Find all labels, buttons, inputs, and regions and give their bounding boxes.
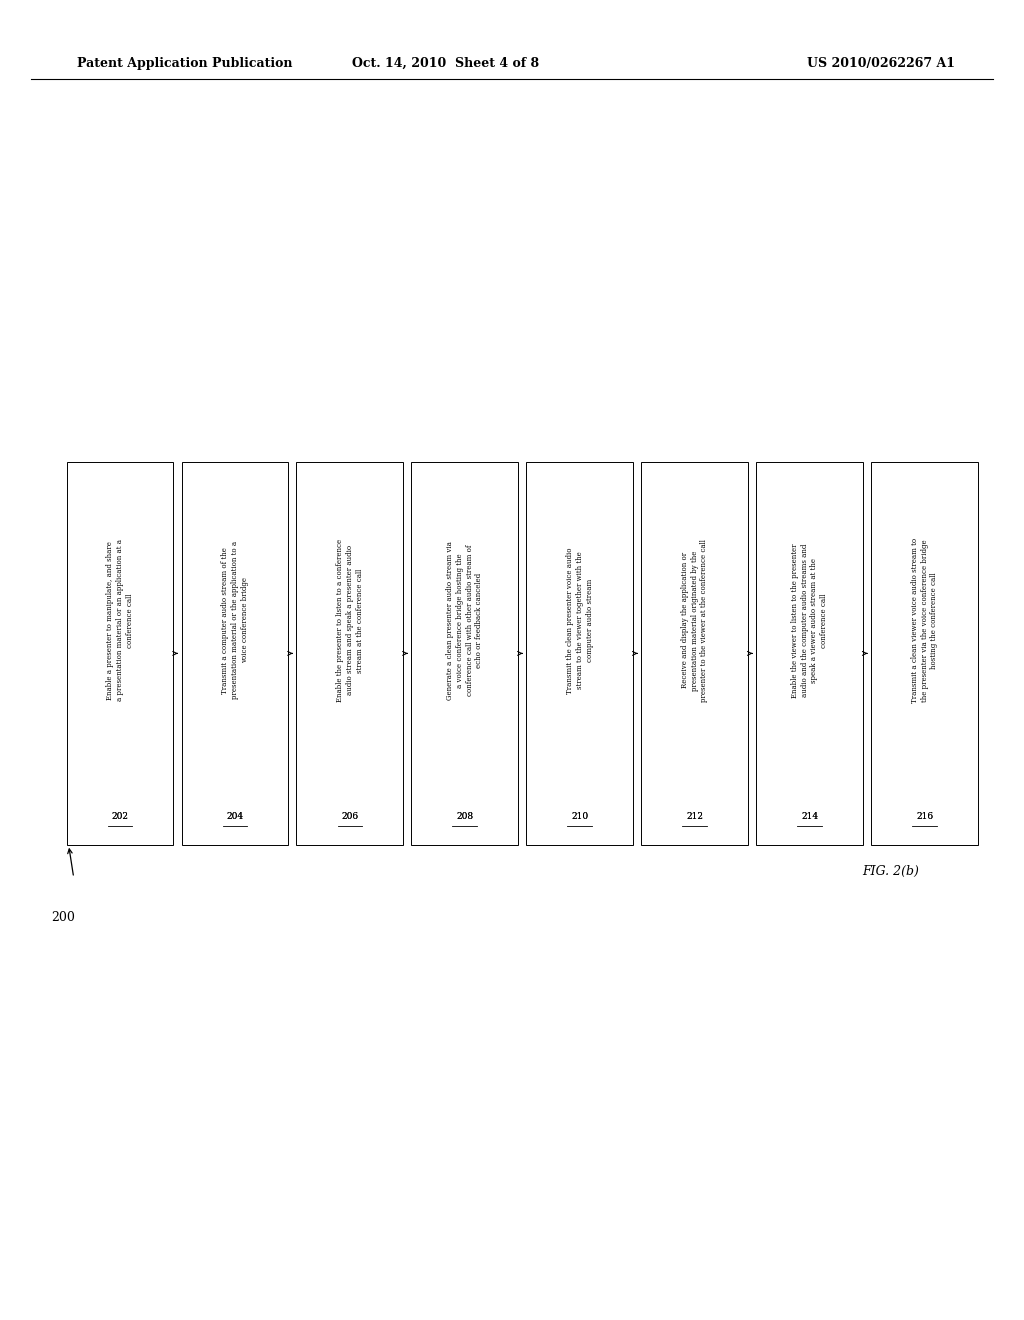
FancyBboxPatch shape — [67, 462, 173, 845]
Text: FIG. 2(b): FIG. 2(b) — [862, 865, 920, 878]
Text: 210: 210 — [571, 812, 588, 821]
Text: Enable the viewer to listen to the presenter
audio and the computer audio stream: Enable the viewer to listen to the prese… — [791, 543, 828, 698]
FancyBboxPatch shape — [297, 462, 403, 845]
FancyBboxPatch shape — [526, 462, 633, 845]
Text: US 2010/0262267 A1: US 2010/0262267 A1 — [807, 57, 954, 70]
Text: 212: 212 — [686, 812, 703, 821]
Text: Enable the presenter to listen to a conference
audio stream and speak a presente: Enable the presenter to listen to a conf… — [336, 539, 364, 702]
Text: 214: 214 — [801, 812, 818, 821]
Text: 202: 202 — [112, 812, 128, 821]
FancyBboxPatch shape — [641, 462, 748, 845]
Text: 214: 214 — [801, 812, 818, 821]
Text: 216: 216 — [916, 812, 933, 821]
Text: Transmit a clean viewer voice audio stream to
the presenter via the voice confer: Transmit a clean viewer voice audio stre… — [910, 537, 938, 704]
FancyBboxPatch shape — [181, 462, 289, 845]
Text: 202: 202 — [112, 812, 128, 821]
Text: 208: 208 — [457, 812, 473, 821]
Text: Transmit a computer audio stream of the
presentation material or the application: Transmit a computer audio stream of the … — [221, 541, 249, 700]
Text: Patent Application Publication: Patent Application Publication — [77, 57, 292, 70]
Text: 206: 206 — [341, 812, 358, 821]
FancyBboxPatch shape — [412, 462, 518, 845]
Text: 216: 216 — [916, 812, 933, 821]
Text: 206: 206 — [341, 812, 358, 821]
Text: 208: 208 — [457, 812, 473, 821]
Text: Oct. 14, 2010  Sheet 4 of 8: Oct. 14, 2010 Sheet 4 of 8 — [352, 57, 539, 70]
Text: Generate a clean presenter audio stream via
a voice conference bridge hosting th: Generate a clean presenter audio stream … — [446, 541, 483, 700]
FancyBboxPatch shape — [756, 462, 863, 845]
Text: Receive and display the application or
presentation material originated by the
p: Receive and display the application or p… — [681, 539, 709, 702]
FancyBboxPatch shape — [871, 462, 978, 845]
Text: 204: 204 — [226, 812, 244, 821]
Text: 212: 212 — [686, 812, 703, 821]
Text: 200: 200 — [51, 911, 76, 924]
Text: Transmit the clean presenter voice audio
stream to the viewer together with the
: Transmit the clean presenter voice audio… — [566, 548, 594, 693]
Text: Enable a presenter to manipulate, and share
a presentation material or an applic: Enable a presenter to manipulate, and sh… — [106, 540, 134, 701]
Text: 204: 204 — [226, 812, 244, 821]
Text: 210: 210 — [571, 812, 588, 821]
